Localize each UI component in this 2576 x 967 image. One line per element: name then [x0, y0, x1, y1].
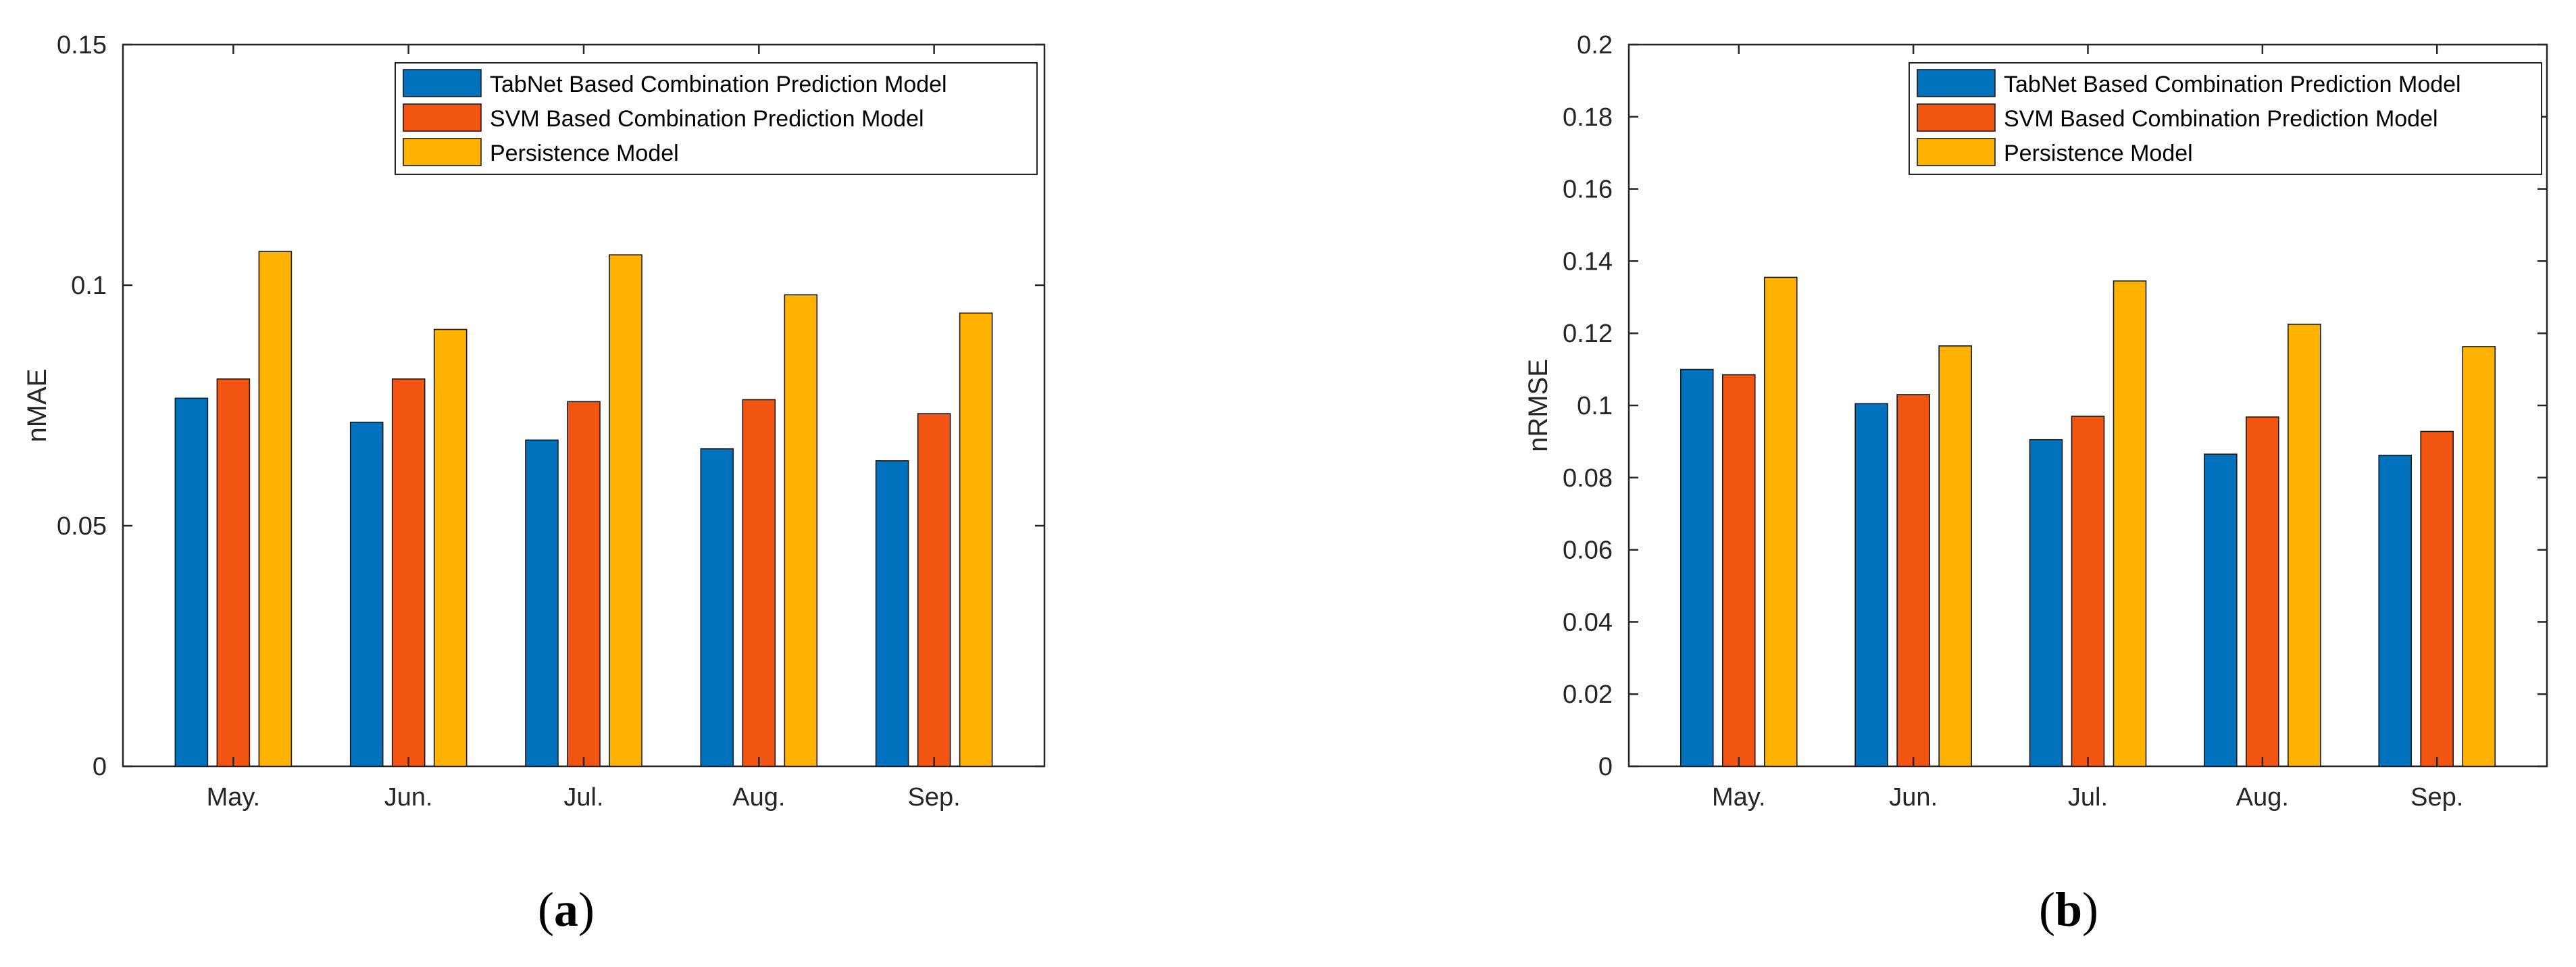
- chart-a-legend-swatch: [403, 69, 482, 97]
- chart-a-bar: [917, 413, 951, 767]
- chart-b-legend: [1909, 62, 2542, 175]
- chart-a-bar: [433, 328, 468, 767]
- chart-a-bar: [700, 448, 734, 767]
- chart-a-legend-swatch: [403, 138, 482, 166]
- chart-b-bar: [1854, 403, 1888, 767]
- chart-b-bar: [2462, 346, 2496, 767]
- chart-a-bar: [525, 439, 559, 767]
- chart-a-bar: [742, 399, 776, 767]
- chart-b-xtick-label: Jul.: [2068, 783, 2108, 812]
- chart-b-xtick-label: Aug.: [2236, 783, 2289, 812]
- chart-a-ytick-label: 0.15: [57, 31, 107, 59]
- chart-a-ytick-label: 0.05: [57, 512, 107, 541]
- chart-a-bar: [567, 401, 601, 767]
- chart-a-legend-label: Persistence Model: [490, 141, 679, 166]
- chart-b-ytick-label: 0.04: [1563, 608, 1613, 637]
- chart-b-legend-swatch: [1917, 69, 1996, 97]
- chart-b-ytick-label: 0.06: [1563, 537, 1613, 565]
- chart-a-ytick-label: 0: [93, 753, 107, 781]
- chart-b-legend-label: Persistence Model: [2004, 141, 2193, 166]
- chart-a-xtick-label: Jul.: [563, 783, 603, 812]
- chart-b-xtick-label: Jun.: [1889, 783, 1938, 812]
- panel-label-a: (a): [538, 883, 595, 937]
- chart-b-bar: [2204, 453, 2238, 767]
- chart-b-bar: [2029, 439, 2063, 767]
- chart-b-ytick-label: 0.14: [1563, 247, 1613, 276]
- chart-b-bar: [2420, 430, 2454, 767]
- chart-a-bar: [609, 254, 642, 767]
- chart-b-ytick-label: 0.18: [1563, 103, 1613, 132]
- chart-a-ytick-label: 0.1: [71, 272, 107, 300]
- chart-a-xtick-label: Sep.: [908, 783, 961, 812]
- chart-a-legend: [395, 62, 1038, 175]
- panel-label-b: (b): [2038, 883, 2098, 937]
- chart-a-bar: [258, 251, 293, 767]
- chart-b-legend-swatch: [1917, 138, 1996, 166]
- chart-a-xtick-label: Jun.: [384, 783, 433, 812]
- chart-b-ytick-label: 0: [1598, 753, 1613, 781]
- chart-a-xtick-label: May.: [207, 783, 261, 812]
- chart-b-xtick-label: Sep.: [2410, 783, 2463, 812]
- chart-a-legend-swatch: [403, 103, 482, 132]
- chart-b-ytick-label: 0.08: [1563, 464, 1613, 493]
- chart-b-bar: [1896, 394, 1930, 767]
- chart-a-bar: [391, 378, 426, 767]
- chart-a-bar: [216, 378, 251, 767]
- chart-b-bar: [2246, 416, 2279, 767]
- chart-b-ytick-label: 0.02: [1563, 680, 1613, 709]
- chart-b-bar: [1680, 368, 1714, 767]
- chart-b-xtick-label: May.: [1712, 783, 1766, 812]
- chart-b-bar: [1721, 374, 1756, 767]
- chart-b-legend-label: SVM Based Combination Prediction Model: [2004, 106, 2438, 132]
- chart-b-bar: [2071, 416, 2105, 767]
- chart-b-bar: [2288, 324, 2321, 767]
- chart-b-legend-swatch: [1917, 103, 1996, 132]
- chart-b-ytick-label: 0.2: [1577, 31, 1613, 59]
- chart-b-bar: [2378, 454, 2413, 767]
- chart-b-ytick-label: 0.12: [1563, 320, 1613, 348]
- chart-b-ylabel: nRMSE: [1523, 359, 1553, 452]
- chart-a-legend-label: SVM Based Combination Prediction Model: [490, 106, 924, 132]
- chart-a-bar: [875, 460, 909, 767]
- chart-a-ylabel: nMAE: [22, 369, 52, 443]
- chart-b-bar: [1763, 276, 1798, 767]
- chart-a-bar: [349, 422, 384, 767]
- chart-a-legend-label: TabNet Based Combination Prediction Mode…: [490, 72, 947, 97]
- chart-b-bar: [1938, 345, 1972, 767]
- chart-a-bar: [174, 397, 209, 767]
- chart-b-legend-label: TabNet Based Combination Prediction Mode…: [2004, 72, 2461, 97]
- chart-a-bar: [959, 312, 993, 767]
- chart-a-xtick-label: Aug.: [732, 783, 785, 812]
- chart-b-ytick-label: 0.1: [1577, 392, 1613, 420]
- chart-b-bar: [2113, 280, 2147, 767]
- chart-b-ytick-label: 0.16: [1563, 176, 1613, 204]
- chart-a-bar: [784, 294, 818, 767]
